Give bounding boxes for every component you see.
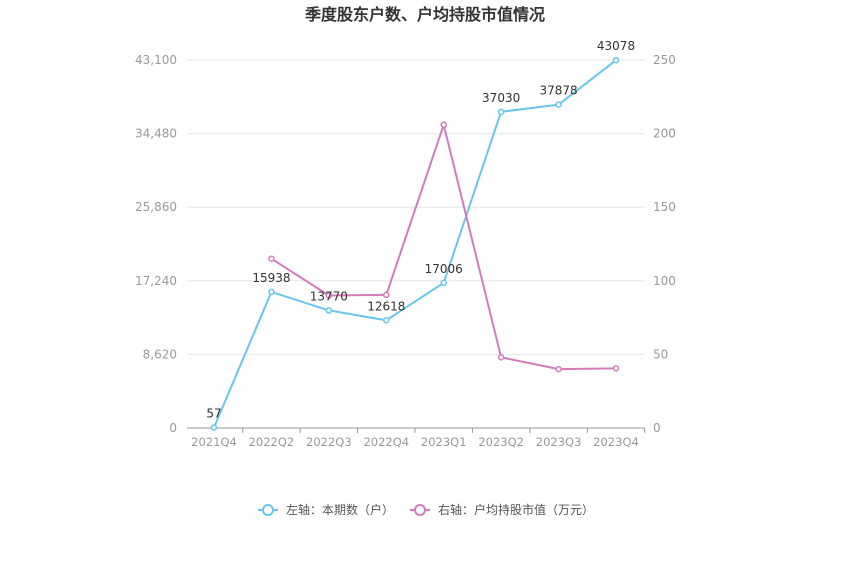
x-tick-label: 2023Q1 bbox=[421, 435, 467, 449]
data-label: 57 bbox=[206, 407, 221, 421]
left-tick-label: 25,860 bbox=[135, 200, 177, 214]
data-point bbox=[210, 424, 218, 431]
data-label: 17006 bbox=[425, 262, 463, 276]
data-label: 15938 bbox=[252, 271, 290, 285]
left-axis-ticks: 0 8,620 17,240 25,860 34,480 43,100 bbox=[135, 53, 177, 435]
data-labels: 57 15938 13770 12618 17006 37030 37878 43078 bbox=[206, 39, 635, 420]
legend-marker-1 bbox=[414, 504, 426, 516]
right-tick-label: 150 bbox=[653, 200, 676, 214]
data-label: 12618 bbox=[367, 299, 405, 313]
legend-label-1: 右轴：户均持股市值（万元） bbox=[438, 502, 594, 517]
right-tick-label: 200 bbox=[653, 127, 676, 141]
data-point bbox=[440, 121, 447, 129]
series-line-1 bbox=[270, 123, 617, 371]
x-tick-label: 2022Q4 bbox=[363, 435, 409, 449]
data-point bbox=[383, 317, 390, 324]
x-tick-label: 2022Q2 bbox=[249, 435, 295, 449]
data-point bbox=[555, 365, 562, 373]
right-tick-label: 250 bbox=[653, 53, 676, 67]
left-tick-label: 34,480 bbox=[135, 127, 177, 141]
x-axis: 2021Q4 2022Q2 2022Q3 2022Q4 2023Q1 2023Q2 2023… bbox=[187, 427, 646, 449]
left-tick-label: 8,620 bbox=[143, 347, 177, 361]
data-point bbox=[440, 279, 447, 287]
data-label: 43078 bbox=[597, 39, 635, 53]
right-tick-label: 0 bbox=[653, 421, 661, 435]
series-points bbox=[210, 56, 620, 431]
data-label: 37878 bbox=[539, 84, 577, 98]
legend-label-0: 左轴：本期数（户） bbox=[286, 502, 394, 517]
series-lines bbox=[213, 59, 617, 428]
series-line-0 bbox=[213, 59, 617, 428]
data-point bbox=[325, 292, 333, 299]
data-point bbox=[497, 354, 505, 361]
left-tick-label: 0 bbox=[169, 421, 177, 435]
x-tick-label: 2022Q3 bbox=[306, 435, 352, 449]
data-point bbox=[268, 255, 275, 262]
legend-marker-0 bbox=[262, 504, 274, 516]
data-point bbox=[555, 101, 562, 108]
data-point bbox=[612, 56, 620, 64]
x-tick-label: 2021Q4 bbox=[191, 435, 237, 449]
data-point bbox=[268, 288, 275, 296]
x-tick-label: 2023Q4 bbox=[593, 435, 639, 449]
legend[interactable]: 左轴：本期数（户） 右轴：户均持股市值（万元） bbox=[258, 502, 594, 517]
right-axis-ticks: 0 50 100 150 200 250 bbox=[653, 53, 676, 435]
data-label: 13770 bbox=[310, 289, 348, 303]
data-point bbox=[612, 365, 620, 372]
data-point bbox=[325, 307, 333, 314]
right-tick-label: 100 bbox=[653, 274, 676, 288]
chart-title: 季度股东户数、户均持股市值情况 bbox=[304, 5, 545, 24]
data-point bbox=[497, 108, 505, 116]
data-point bbox=[383, 291, 390, 299]
x-tick-label: 2023Q3 bbox=[536, 435, 582, 449]
left-tick-label: 17,240 bbox=[135, 274, 177, 288]
right-tick-label: 50 bbox=[653, 347, 668, 361]
data-label: 37030 bbox=[482, 91, 520, 105]
x-tick-label: 2023Q2 bbox=[478, 435, 524, 449]
left-tick-label: 43,100 bbox=[135, 53, 177, 67]
